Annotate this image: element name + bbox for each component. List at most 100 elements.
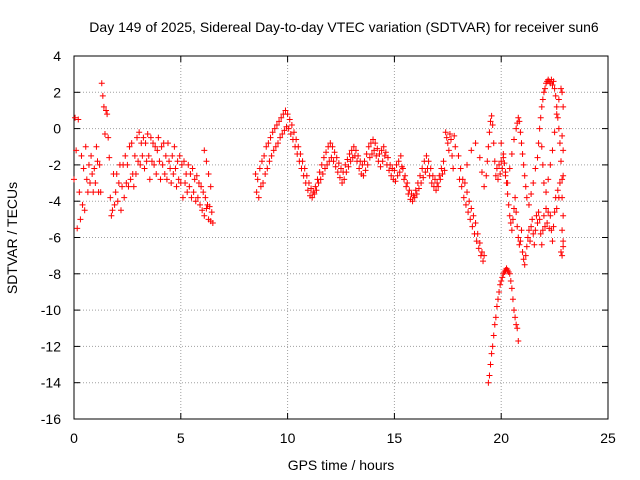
data-point [81,207,88,214]
data-point [397,152,404,159]
data-point [324,161,331,168]
data-point [206,203,213,210]
data-point [192,198,199,205]
data-point [128,140,135,147]
data-point [197,201,204,208]
data-point [559,194,566,201]
data-point [269,129,276,136]
data-point [332,163,339,170]
data-point [560,147,567,154]
data-point [125,183,132,190]
data-point [458,183,465,190]
data-point [532,165,539,172]
data-point [506,165,513,172]
data-point [194,194,201,201]
data-point [484,158,491,165]
data-point [443,134,450,141]
data-point [425,158,432,165]
data-point [174,158,181,165]
data-point [139,152,146,159]
data-point [209,219,216,226]
data-point [166,158,173,165]
data-point [173,183,180,190]
data-point [423,152,430,159]
data-point [345,163,352,170]
data-point [498,158,505,165]
data-point [469,223,476,230]
data-point [303,172,310,179]
data-point [287,131,294,138]
data-point [489,343,496,350]
data-point [376,151,383,158]
data-point [107,194,114,201]
data-point [491,158,498,165]
data-point [547,161,554,168]
data-point [112,189,119,196]
data-point [518,227,525,234]
data-point [513,209,520,216]
data-point [559,132,566,139]
data-point [382,149,389,156]
data-point [476,154,483,161]
data-point [258,158,265,165]
data-point [506,212,513,219]
data-point [437,176,444,183]
data-point [268,152,275,159]
data-point [297,151,304,158]
data-point [540,180,547,187]
x-tick-label: 20 [493,430,509,446]
data-point [496,288,503,295]
data-point [512,194,519,201]
data-point [377,163,384,170]
data-point [195,180,202,187]
data-point [308,185,315,192]
data-point [452,143,459,150]
y-tick-label: -16 [41,411,61,427]
data-point [260,180,267,187]
data-point [374,145,381,152]
data-point [468,147,475,154]
data-point [362,167,369,174]
data-point [124,161,131,168]
data-point [85,161,92,168]
data-point [96,161,103,168]
data-point [558,249,565,256]
data-point [511,205,518,212]
data-point [524,234,531,241]
data-point [99,92,106,99]
data-point [380,143,387,150]
data-point [182,180,189,187]
data-point [548,227,555,234]
axis-ticks [73,55,609,420]
data-point [200,189,207,196]
data-point [486,372,493,379]
data-point [551,129,558,136]
data-point [494,296,501,303]
data-point [257,183,264,190]
data-point [395,158,402,165]
data-point [512,314,519,321]
data-point [521,261,528,268]
data-point [547,212,554,219]
data-point [350,143,357,150]
data-point [321,165,328,172]
data-point [490,140,497,147]
data-point [418,180,425,187]
data-point [163,176,170,183]
data-point [554,114,561,121]
data-point [514,223,521,230]
data-point [559,227,566,234]
data-point [175,176,182,183]
data-point [330,158,337,165]
data-point [295,143,302,150]
data-point [404,180,411,187]
data-point [513,321,520,328]
data-point [157,176,164,183]
data-point [549,238,556,245]
data-point [553,205,560,212]
data-point [441,167,448,174]
data-point [189,165,196,172]
data-point [538,103,545,110]
data-point [186,183,193,190]
y-axis-label: SDTVAR / TECUs [4,182,20,294]
